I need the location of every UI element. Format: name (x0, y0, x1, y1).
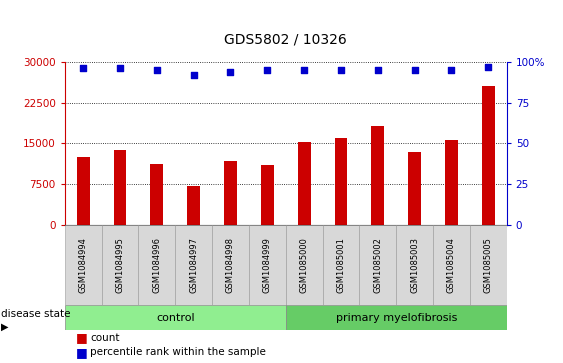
Bar (359, 225, 396, 305)
Bar (175, 225, 212, 305)
Bar (285, 305, 507, 330)
Bar (261, 165, 274, 225)
Text: GSM1085001: GSM1085001 (337, 237, 346, 293)
Text: ■: ■ (76, 346, 87, 359)
Bar (372, 126, 384, 225)
Text: GSM1085000: GSM1085000 (300, 237, 309, 293)
Point (337, 67, 346, 73)
Bar (482, 86, 495, 225)
Point (373, 67, 382, 73)
Text: GSM1085003: GSM1085003 (410, 237, 419, 293)
Text: GSM1084997: GSM1084997 (189, 237, 198, 293)
Text: GSM1085005: GSM1085005 (484, 237, 493, 293)
Point (484, 64, 493, 70)
Bar (114, 150, 127, 225)
Bar (187, 186, 200, 225)
Bar (470, 225, 507, 305)
Text: primary myelofibrosis: primary myelofibrosis (336, 313, 457, 323)
Bar (77, 157, 90, 225)
Point (153, 67, 162, 73)
Bar (212, 225, 249, 305)
Bar (323, 225, 359, 305)
Bar (433, 225, 470, 305)
Text: GDS5802 / 10326: GDS5802 / 10326 (224, 33, 347, 47)
Bar (65, 225, 101, 305)
Text: count: count (90, 333, 119, 343)
Text: ■: ■ (76, 331, 87, 344)
Bar (396, 225, 433, 305)
Bar (408, 152, 421, 225)
Bar (445, 139, 458, 225)
Text: percentile rank within the sample: percentile rank within the sample (90, 347, 266, 357)
Point (263, 67, 272, 73)
Text: ▶: ▶ (1, 322, 8, 332)
Point (189, 72, 198, 78)
Bar (224, 161, 237, 225)
Bar (138, 225, 175, 305)
Text: GSM1084994: GSM1084994 (79, 237, 88, 293)
Point (410, 67, 419, 73)
Text: control: control (156, 313, 195, 323)
Text: GSM1085002: GSM1085002 (373, 237, 382, 293)
Point (300, 67, 309, 73)
Bar (334, 138, 347, 225)
Point (115, 65, 124, 71)
Point (447, 67, 456, 73)
Text: GSM1085004: GSM1085004 (447, 237, 456, 293)
Text: GSM1084998: GSM1084998 (226, 237, 235, 293)
Point (79, 65, 88, 71)
Text: GSM1084996: GSM1084996 (153, 237, 162, 293)
Point (226, 69, 235, 74)
Bar (150, 164, 163, 225)
Bar (249, 225, 286, 305)
Bar (285, 225, 323, 305)
Text: GSM1084999: GSM1084999 (263, 237, 272, 293)
Text: GSM1084995: GSM1084995 (115, 237, 124, 293)
Bar (101, 225, 138, 305)
Bar (65, 305, 285, 330)
Bar (298, 142, 311, 225)
Text: disease state: disease state (1, 309, 70, 319)
